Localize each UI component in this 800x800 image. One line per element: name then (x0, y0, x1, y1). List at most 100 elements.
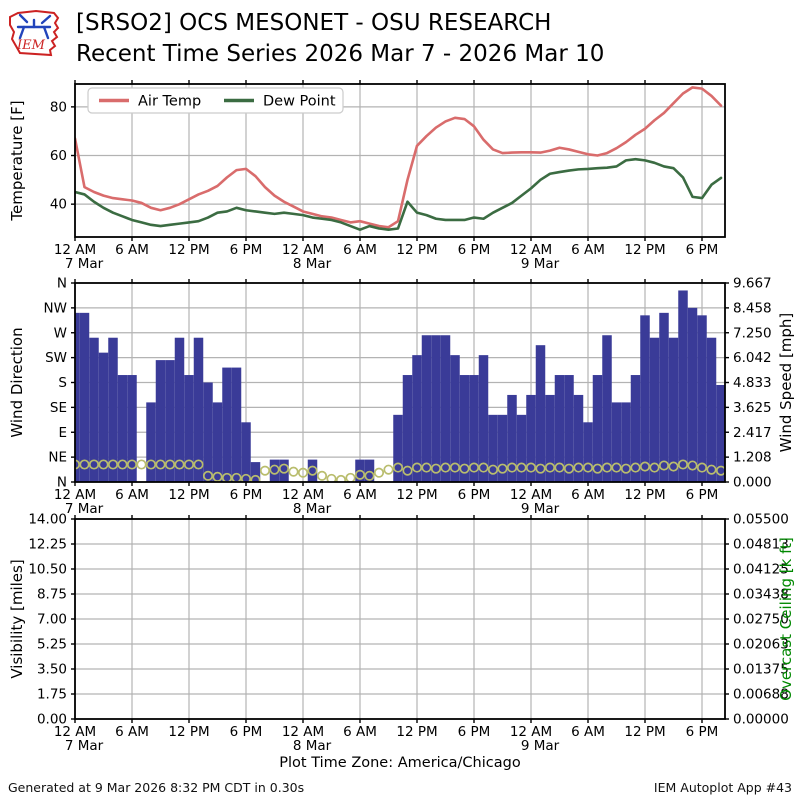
wind-speed-marker (136, 459, 147, 470)
tick-label: 4.833 (733, 375, 772, 391)
legend: Air Temp Dew Point (87, 87, 344, 114)
tick-label: 3.625 (733, 400, 772, 416)
wind-speed-marker (554, 462, 565, 473)
wind-speed-marker (715, 465, 725, 476)
wind-direction-bar (165, 360, 175, 482)
wind-speed-marker (687, 460, 698, 471)
tick-label: 80 (50, 99, 67, 115)
tick-label: 60 (50, 148, 67, 164)
air-temp-line (75, 86, 723, 229)
tick-label: 6 AM (571, 724, 605, 740)
wind-speed-marker (107, 459, 119, 470)
tick-label: 0.04813 (733, 537, 789, 553)
x-axis-title: Plot Time Zone: America/Chicago (279, 755, 521, 771)
wind-speed-marker (212, 471, 223, 482)
tick-label: 0.00000 (733, 712, 789, 728)
wind-speed-marker (221, 472, 233, 482)
tick-label: NW (44, 300, 67, 316)
wind-direction-bar (697, 315, 707, 482)
tick-label: 12 PM (168, 724, 209, 740)
wind-direction-bar (611, 402, 622, 482)
wind-speed-marker (202, 470, 214, 481)
wind-speed-marker (79, 459, 90, 470)
wind-direction-bar (668, 337, 679, 482)
wind-direction-bar (146, 402, 156, 482)
wind-direction-bar (222, 367, 232, 482)
tick-label: 0.05500 (733, 512, 789, 528)
wind-speed-marker (487, 464, 499, 475)
wind-direction-bar (706, 337, 717, 482)
tick-label: W (54, 325, 67, 341)
tick-label: 1.208 (733, 450, 772, 466)
wind-direction-bar (640, 315, 650, 482)
tick-label: 6 PM (686, 487, 719, 503)
wind-direction-bar (193, 337, 204, 482)
wind-direction-bar (478, 355, 489, 482)
wind-speed-marker (345, 472, 356, 482)
wind-direction-bar (440, 335, 451, 482)
wind-direction-bar (716, 384, 725, 482)
tick-label: 6 PM (458, 487, 491, 503)
wind-speed-marker (601, 462, 613, 473)
tick-label: 5.25 (37, 637, 67, 653)
legend-label-air-temp: Air Temp (138, 94, 201, 110)
tick-label: 6 PM (230, 724, 263, 740)
tick-label: 9.667 (733, 276, 772, 292)
tick-label: 6 PM (230, 242, 263, 258)
wind-speed-marker (326, 473, 337, 482)
tick-label: 6 AM (115, 487, 149, 503)
legend-label-dew-point: Dew Point (263, 94, 336, 110)
plot-border (74, 83, 726, 238)
wind-direction-bar (108, 337, 118, 482)
tick-label: 7 Mar (65, 738, 104, 754)
wind-direction-bar (545, 394, 555, 482)
title-line1: [SRSO2] OCS MESONET - OSU RESEARCH (76, 10, 552, 36)
wind-speed-marker (174, 459, 185, 470)
page-title: [SRSO2] OCS MESONET - OSU RESEARCH Recen… (76, 8, 604, 70)
wind-speed-marker (155, 459, 166, 470)
tick-label: 10.50 (28, 562, 67, 578)
wind-direction-bar (127, 375, 137, 482)
temperature-panel: 40 60 80 12 AM 6 AM 12 PM 6 PM 12 AM 6 AM 12 PM 6 … (8, 80, 726, 272)
wind-speed-marker (335, 474, 347, 482)
wind-speed-marker (88, 459, 100, 470)
tick-label: 0.04125 (733, 562, 789, 578)
tick-label: 0.02750 (733, 612, 789, 628)
tick-label: 12 PM (168, 242, 209, 258)
wind-speed-marker (364, 470, 375, 481)
wind-speed-marker (668, 461, 679, 472)
wind-speed-marker (145, 459, 157, 470)
tick-label: 12 AM (54, 487, 96, 503)
wind-speed-marker (126, 459, 138, 470)
wind-speed-marker (421, 462, 432, 473)
footer-generated-text: Generated at 9 Mar 2026 8:32 PM CDT in 0… (8, 780, 305, 795)
wind-speed-marker (278, 463, 290, 474)
tick-label: 40 (50, 197, 67, 213)
wind-direction-bar (488, 414, 498, 482)
wind-speed-marker (506, 462, 518, 473)
wind-direction-bar (507, 394, 517, 482)
wind-speed-markers (75, 459, 725, 482)
tick-label: 12 AM (510, 724, 552, 740)
tick-label: 1.75 (37, 687, 67, 703)
wind-direction-bar (393, 414, 403, 482)
dew-point-line (75, 157, 723, 232)
wind-speed-marker (440, 462, 451, 473)
tick-label: 2.417 (733, 425, 772, 441)
y-axis-label-temperature: Temperature [F] (8, 100, 26, 221)
y-axis-label-overcast-ceiling: Overcast Ceiling [k ft] (777, 537, 795, 701)
tick-label: 6 AM (571, 242, 605, 258)
wind-direction-bar (412, 355, 422, 482)
wind-direction-bar (307, 459, 318, 482)
wind-speed-marker (164, 459, 176, 470)
wind-speed-marker (183, 459, 195, 470)
tick-label: 12 PM (396, 487, 437, 503)
tick-label: 12 PM (624, 242, 665, 258)
tick-label: 8.75 (37, 587, 67, 603)
wind-speed-marker (573, 462, 584, 473)
wind-direction-bar (583, 422, 593, 482)
iem-logo-text: IEM (16, 38, 46, 53)
tick-label: 12 PM (168, 487, 209, 503)
wind-speed-marker (117, 459, 128, 470)
